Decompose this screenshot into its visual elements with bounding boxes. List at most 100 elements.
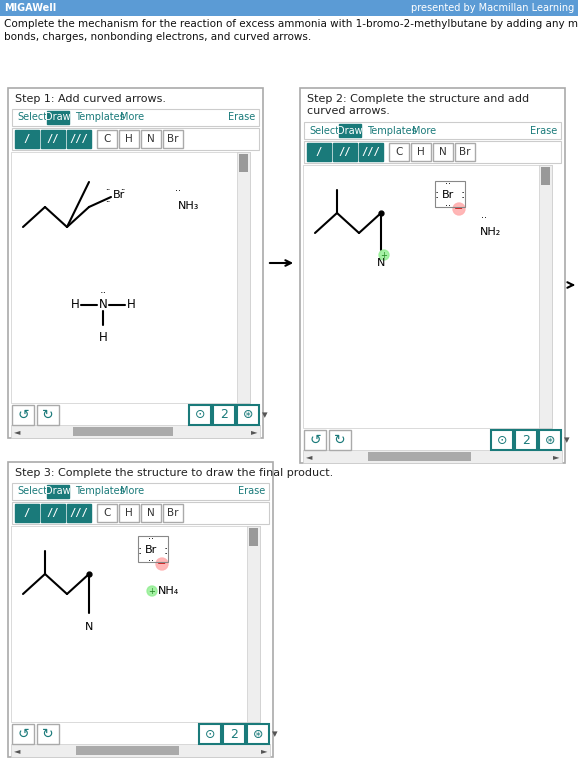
Bar xyxy=(15,130,39,148)
Text: C: C xyxy=(103,508,111,518)
Bar xyxy=(12,483,269,500)
Text: ⊙: ⊙ xyxy=(205,727,215,740)
Bar xyxy=(37,405,59,425)
Bar xyxy=(304,430,326,450)
Text: ◄: ◄ xyxy=(306,452,312,461)
Bar xyxy=(333,143,357,161)
Bar xyxy=(247,724,269,744)
Bar xyxy=(515,430,537,450)
Text: Complete the mechanism for the reaction of excess ammonia with 1-bromo-2-methylb: Complete the mechanism for the reaction … xyxy=(4,19,578,29)
Bar xyxy=(15,504,39,522)
Text: H: H xyxy=(125,508,133,518)
Text: Step 2: Complete the structure and add
curved arrows.: Step 2: Complete the structure and add c… xyxy=(307,94,529,115)
Text: ⊛: ⊛ xyxy=(253,727,263,740)
Bar xyxy=(37,724,59,744)
Bar xyxy=(11,526,260,722)
Text: +: + xyxy=(380,251,387,260)
Bar xyxy=(304,122,561,139)
Text: ⋅⋅: ⋅⋅ xyxy=(105,184,110,193)
Text: −: − xyxy=(157,559,166,569)
Text: //: // xyxy=(339,147,351,157)
Bar xyxy=(12,405,34,425)
Bar xyxy=(300,88,565,463)
Text: ↺: ↺ xyxy=(17,727,29,741)
Text: ··: ·· xyxy=(445,201,451,211)
Bar xyxy=(303,450,562,463)
Bar xyxy=(223,724,245,744)
Text: Select: Select xyxy=(17,112,47,122)
Text: Step 3: Complete the structure to draw the final product.: Step 3: Complete the structure to draw t… xyxy=(15,468,334,478)
Text: /: / xyxy=(316,147,322,157)
Text: Draw: Draw xyxy=(337,125,363,135)
Bar xyxy=(67,504,91,522)
Text: ⊛: ⊛ xyxy=(544,433,555,446)
Text: ··: ·· xyxy=(445,179,451,189)
Text: Step 1: Add curved arrows.: Step 1: Add curved arrows. xyxy=(15,94,166,104)
Bar xyxy=(389,143,409,161)
Bar xyxy=(8,462,273,757)
Bar xyxy=(213,405,235,425)
Text: N: N xyxy=(377,258,385,268)
Text: ▾: ▾ xyxy=(564,435,570,445)
Text: 2: 2 xyxy=(220,409,228,422)
Text: //: // xyxy=(47,508,60,518)
Bar xyxy=(97,504,117,522)
Text: NH₄: NH₄ xyxy=(158,586,179,596)
Text: :: : xyxy=(164,543,168,556)
Text: :: : xyxy=(435,189,439,202)
Text: ··: ·· xyxy=(148,534,154,544)
Text: Templates: Templates xyxy=(367,125,417,135)
Text: ///: /// xyxy=(362,147,380,157)
Bar xyxy=(76,746,179,755)
Text: N: N xyxy=(85,622,93,632)
Text: More: More xyxy=(412,125,436,135)
Text: Select: Select xyxy=(309,125,339,135)
Bar xyxy=(329,430,351,450)
Text: ↻: ↻ xyxy=(42,408,54,422)
Text: Select: Select xyxy=(17,487,47,497)
Text: bonds, charges, nonbonding electrons, and curved arrows.: bonds, charges, nonbonding electrons, an… xyxy=(4,32,311,42)
Bar xyxy=(11,425,260,438)
Bar xyxy=(12,128,259,150)
Bar xyxy=(47,485,69,498)
Bar xyxy=(12,502,269,524)
Bar xyxy=(539,165,552,428)
Text: ··: ·· xyxy=(99,288,106,298)
Text: MIGAWell: MIGAWell xyxy=(4,3,56,13)
Bar xyxy=(539,430,561,450)
Bar xyxy=(11,152,250,403)
Bar xyxy=(67,130,91,148)
Text: ↻: ↻ xyxy=(334,433,346,447)
Text: ▾: ▾ xyxy=(262,410,268,420)
Bar xyxy=(307,143,331,161)
Text: Draw: Draw xyxy=(45,112,71,122)
Bar xyxy=(141,504,161,522)
Text: H: H xyxy=(417,147,425,157)
Text: Br: Br xyxy=(442,190,454,200)
Circle shape xyxy=(156,558,168,570)
Text: ►: ► xyxy=(261,746,267,755)
Text: ⊙: ⊙ xyxy=(195,409,205,422)
Text: Br: Br xyxy=(167,134,179,144)
Text: ◄: ◄ xyxy=(14,427,20,436)
Bar xyxy=(12,724,34,744)
Bar xyxy=(8,88,263,438)
Text: Br: Br xyxy=(167,508,179,518)
Bar xyxy=(237,405,259,425)
Bar xyxy=(541,167,550,185)
Text: +: + xyxy=(149,587,155,595)
Bar xyxy=(119,130,139,148)
Text: N: N xyxy=(99,299,108,312)
Bar xyxy=(189,405,211,425)
Bar xyxy=(435,181,465,207)
Text: ///: /// xyxy=(69,508,88,518)
Bar xyxy=(247,526,260,722)
Text: ⊙: ⊙ xyxy=(497,433,507,446)
Text: ··: ·· xyxy=(481,213,487,223)
Text: :: : xyxy=(138,543,142,556)
Text: Templates: Templates xyxy=(75,487,125,497)
Bar xyxy=(41,504,65,522)
Bar xyxy=(11,744,270,757)
Text: Templates: Templates xyxy=(75,112,125,122)
Circle shape xyxy=(147,586,157,596)
